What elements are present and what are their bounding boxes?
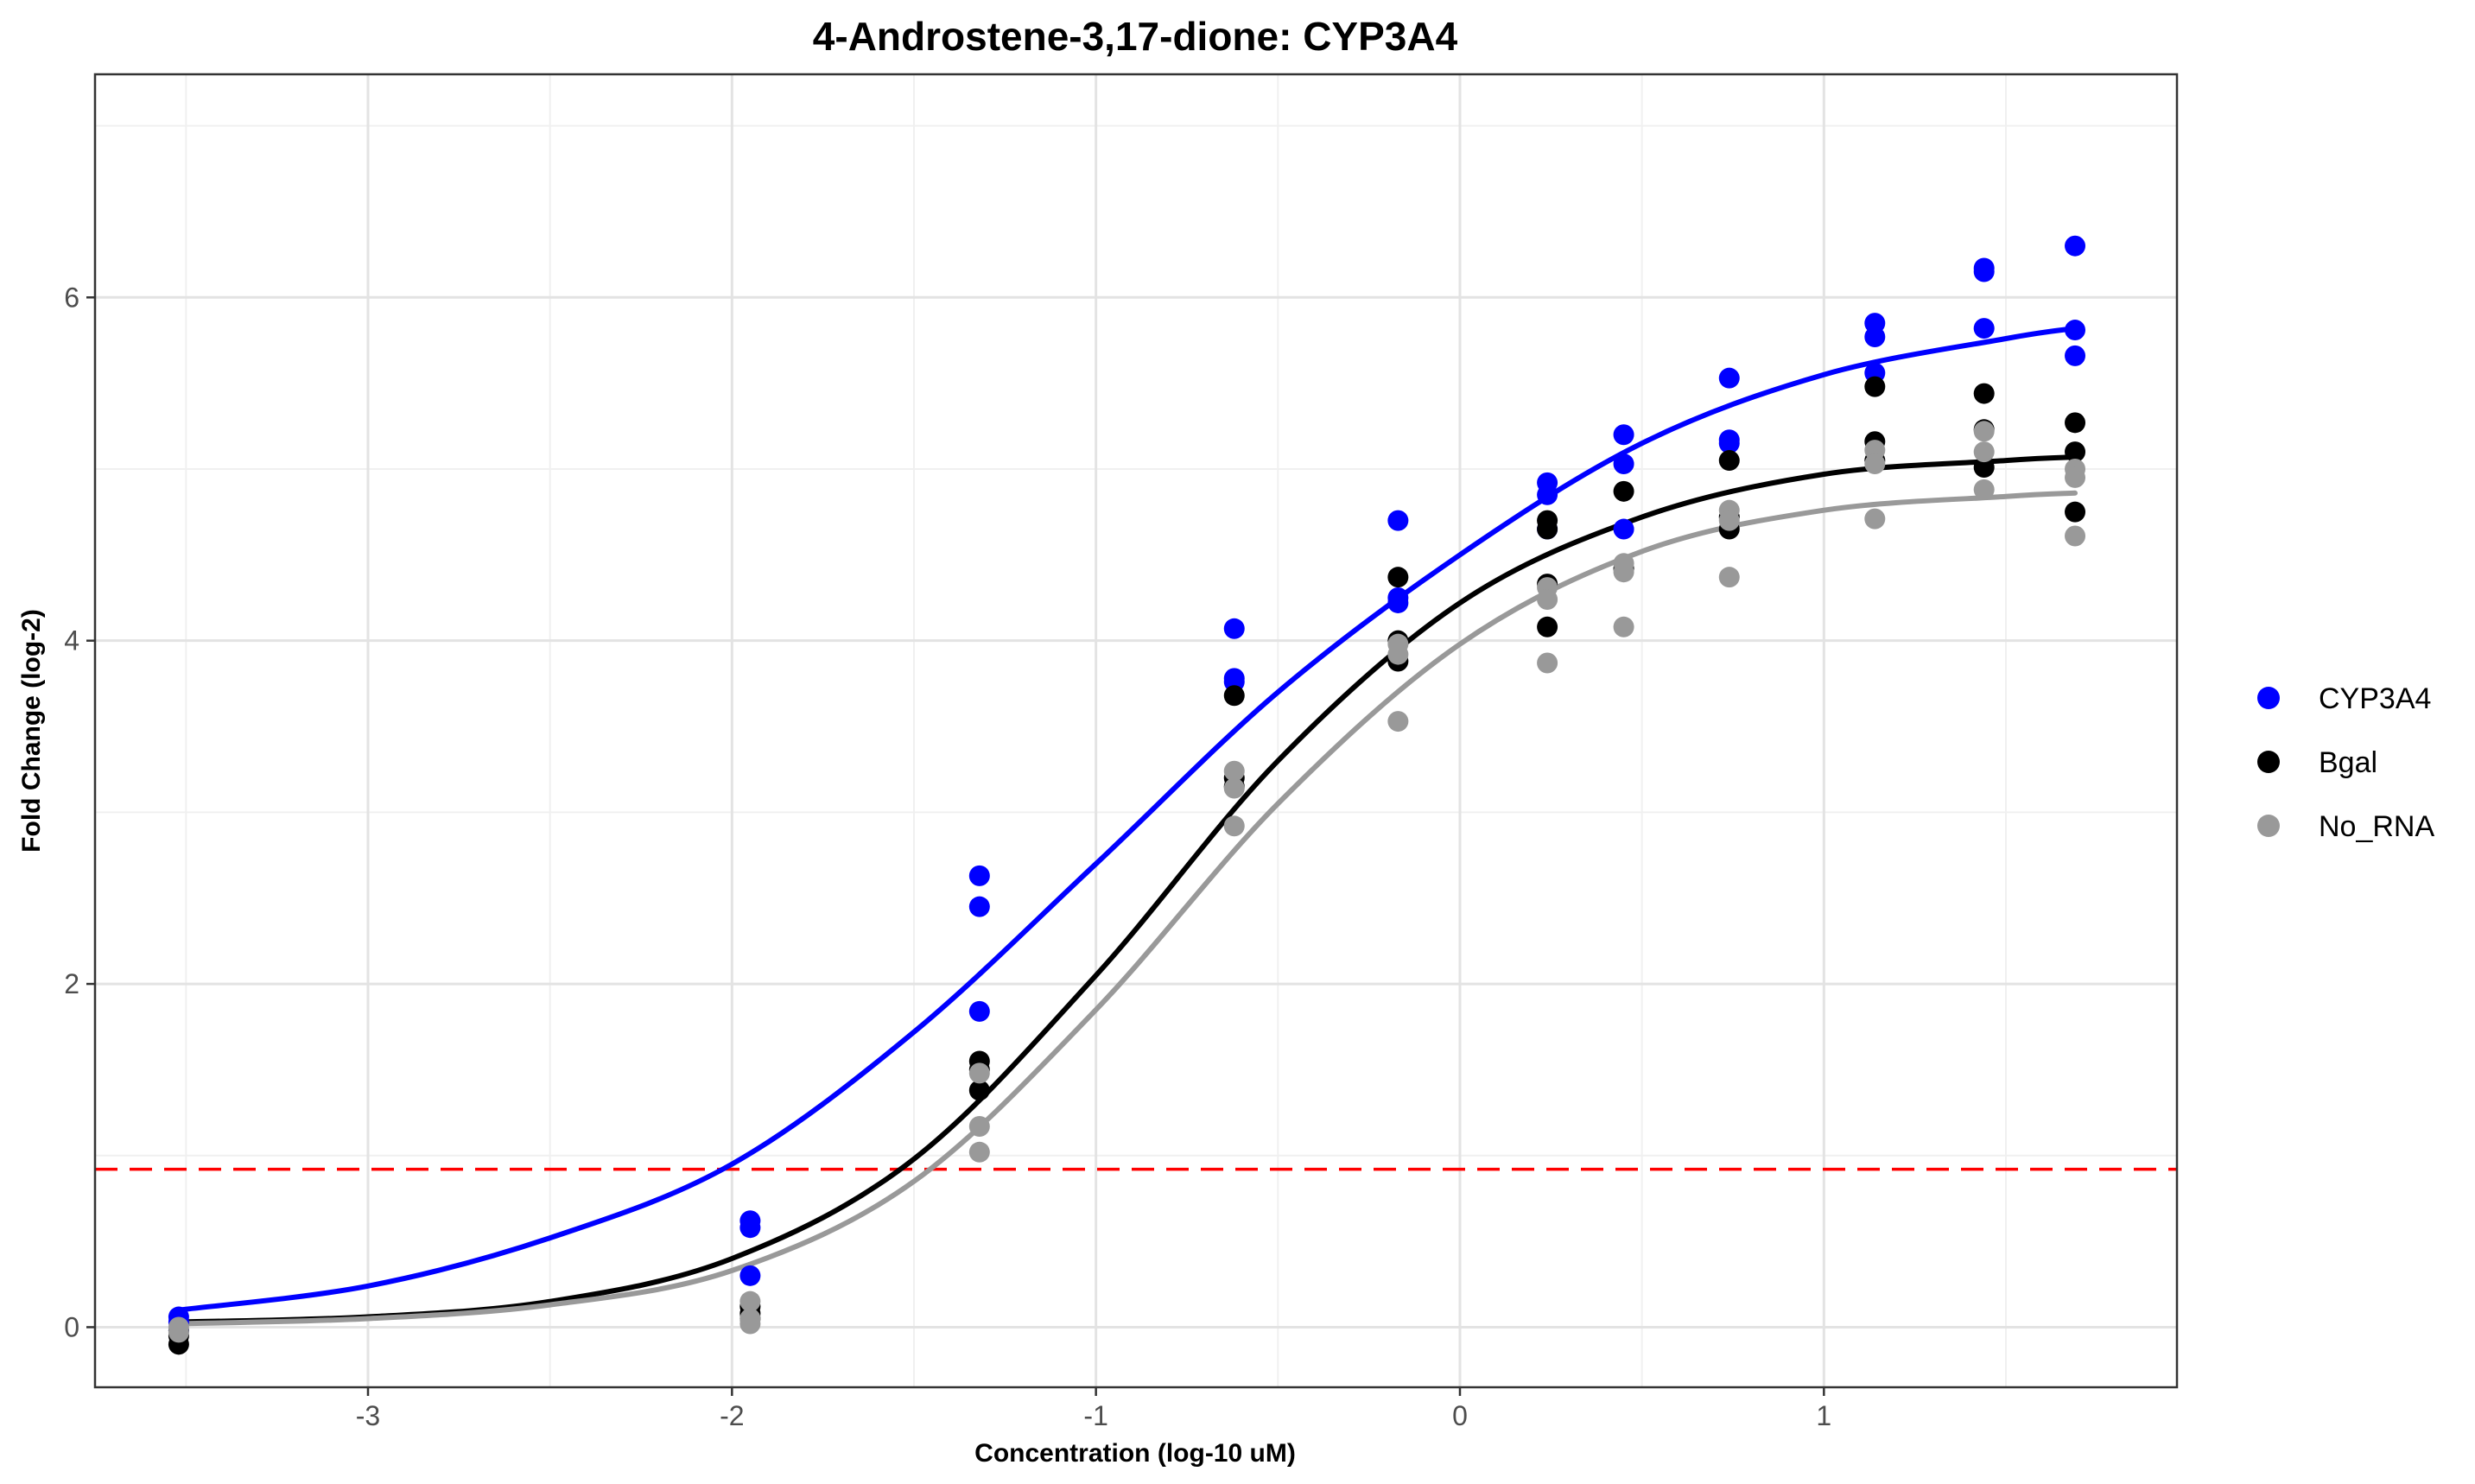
data-point-bgal <box>968 1080 990 1101</box>
data-point-cyp3a4 <box>1387 592 1409 613</box>
data-point-cyp3a4 <box>2065 320 2086 341</box>
data-point-cyp3a4 <box>2065 345 2086 366</box>
data-point-bgal <box>1537 518 1558 540</box>
panel-border <box>93 73 2179 1389</box>
y-tick-label: 2 <box>64 968 79 999</box>
fit-curve-bgal <box>175 454 2078 1325</box>
data-point-no-rna <box>1973 421 1995 442</box>
data-point-cyp3a4 <box>1973 261 1995 282</box>
data-point-no-rna <box>1387 644 1409 665</box>
data-point-cyp3a4 <box>968 896 990 917</box>
data-point-no-rna <box>168 1322 189 1343</box>
data-point-cyp3a4 <box>1613 424 1634 446</box>
data-point-cyp3a4 <box>1718 433 1740 454</box>
x-tick-label: -3 <box>356 1400 380 1431</box>
data-points <box>168 235 2086 1355</box>
data-point-cyp3a4 <box>739 1265 761 1286</box>
legend-label-cyp3a4: CYP3A4 <box>2319 682 2431 715</box>
fit-curve-cyp3a4 <box>175 326 2078 1313</box>
legend: CYP3A4 Bgal No_RNA <box>2257 682 2434 843</box>
data-point-cyp3a4 <box>739 1217 761 1239</box>
data-point-no-rna <box>1718 510 1740 531</box>
axes: -3 -2 -1 0 1 0 2 4 6 <box>64 282 1831 1431</box>
y-axis-title: Fold Change (log-2) <box>17 609 46 853</box>
data-point-bgal <box>1973 383 1995 404</box>
data-point-no-rna <box>2065 466 2086 488</box>
x-tick-label: 0 <box>1452 1400 1468 1431</box>
data-point-no-rna <box>1537 652 1558 674</box>
data-point-cyp3a4 <box>1537 484 1558 505</box>
data-point-no-rna <box>2065 525 2086 547</box>
data-point-no-rna <box>968 1141 990 1163</box>
data-point-cyp3a4 <box>1973 318 1995 339</box>
data-point-cyp3a4 <box>968 1000 990 1022</box>
fit-curve-no-rna <box>175 490 2078 1327</box>
data-point-no-rna <box>1223 777 1245 799</box>
data-point-cyp3a4 <box>968 865 990 886</box>
data-point-no-rna <box>739 1291 761 1312</box>
data-point-no-rna <box>1973 479 1995 500</box>
data-point-no-rna <box>968 1115 990 1137</box>
data-point-no-rna <box>1387 711 1409 732</box>
data-point-bgal <box>1223 685 1245 707</box>
legend-marker-bgal <box>2257 751 2280 773</box>
data-point-bgal <box>2065 441 2086 463</box>
x-tick-label: 1 <box>1816 1400 1831 1431</box>
fit-curves <box>175 326 2078 1327</box>
data-point-bgal <box>2065 501 2086 523</box>
data-point-no-rna <box>1864 508 1886 530</box>
data-point-bgal <box>1864 376 1886 397</box>
data-point-cyp3a4 <box>1387 510 1409 531</box>
chart-title: 4-Androstene-3,17-dione: CYP3A4 <box>813 14 1458 59</box>
data-point-bgal <box>1973 457 1995 479</box>
data-point-bgal <box>1537 616 1558 637</box>
y-tick-label: 4 <box>64 625 79 656</box>
data-point-bgal <box>1387 567 1409 588</box>
data-point-no-rna <box>1864 453 1886 475</box>
data-point-bgal <box>1613 480 1634 502</box>
data-point-cyp3a4 <box>2065 235 2086 257</box>
legend-label-bgal: Bgal <box>2319 746 2377 779</box>
data-point-cyp3a4 <box>1613 518 1634 540</box>
x-tick-label: -1 <box>1083 1400 1107 1431</box>
legend-label-no-rna: No_RNA <box>2319 810 2434 843</box>
data-point-cyp3a4 <box>1613 453 1634 475</box>
data-point-no-rna <box>739 1313 761 1335</box>
x-tick-label: -2 <box>720 1400 744 1431</box>
data-point-no-rna <box>1973 441 1995 463</box>
y-tick-label: 6 <box>64 282 79 313</box>
legend-marker-cyp3a4 <box>2257 687 2280 709</box>
data-point-bgal <box>1718 450 1740 472</box>
data-point-no-rna <box>1613 561 1634 583</box>
data-point-no-rna <box>1223 815 1245 837</box>
grid <box>95 74 2177 1387</box>
data-point-no-rna <box>1718 567 1740 588</box>
data-point-cyp3a4 <box>1864 327 1886 347</box>
data-point-no-rna <box>1613 616 1634 637</box>
legend-marker-no-rna <box>2257 815 2280 837</box>
data-point-no-rna <box>1537 589 1558 610</box>
x-axis-title: Concentration (log-10 uM) <box>974 1439 1296 1468</box>
data-point-bgal <box>2065 412 2086 434</box>
data-point-no-rna <box>968 1062 990 1084</box>
data-point-cyp3a4 <box>1223 618 1245 639</box>
data-point-cyp3a4 <box>1718 367 1740 389</box>
data-point-no-rna <box>1223 760 1245 782</box>
y-tick-label: 0 <box>64 1311 79 1342</box>
